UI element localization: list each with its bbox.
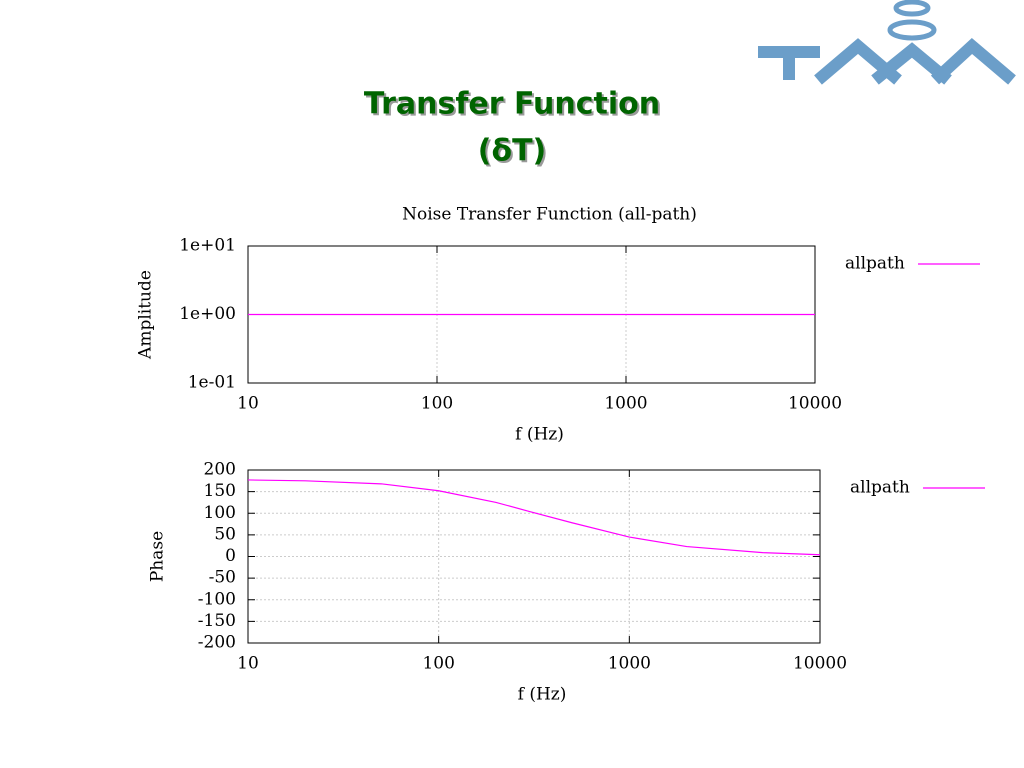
x-axis-label: f (Hz) xyxy=(515,425,564,445)
y-tick-label: -150 xyxy=(198,611,236,631)
y-tick-label: 100 xyxy=(204,503,236,523)
chart-title: Noise Transfer Function (all-path) xyxy=(402,205,697,225)
plot-frame xyxy=(247,469,821,644)
slide-title-shadow: Transfer Function xyxy=(366,89,662,124)
x-tick-label: 1000 xyxy=(608,654,651,674)
y-tick-label: 1e+01 xyxy=(179,236,236,256)
y-tick-label: 200 xyxy=(204,460,236,480)
slide-title: Transfer Function xyxy=(364,87,660,122)
y-tick-label: -100 xyxy=(198,589,236,609)
y-tick-label: -200 xyxy=(198,633,236,653)
x-tick-label: 10 xyxy=(237,394,259,414)
y-tick-label: 0 xyxy=(225,546,236,566)
y-tick-label: 1e-01 xyxy=(188,373,236,393)
data-line xyxy=(247,479,821,556)
x-tick-label: 10000 xyxy=(788,394,842,414)
y-tick-label: -50 xyxy=(209,568,236,588)
y-tick-label: 150 xyxy=(204,481,236,501)
y-tick-label: 1e+00 xyxy=(179,304,236,324)
x-tick-label: 10 xyxy=(237,654,259,674)
y-axis-label: Amplitude xyxy=(136,270,156,360)
legend-label: allpath xyxy=(845,254,905,274)
x-tick-label: 100 xyxy=(422,654,454,674)
slide-subtitle: (δT) xyxy=(478,134,547,169)
x-tick-label: 10000 xyxy=(793,654,847,674)
y-axis-label: Phase xyxy=(148,531,168,582)
x-tick-label: 1000 xyxy=(604,394,647,414)
slide-subtitle-shadow: (δT) xyxy=(480,136,549,171)
logo xyxy=(758,0,1016,85)
y-tick-label: 50 xyxy=(214,524,236,544)
legend-label: allpath xyxy=(850,478,910,498)
x-tick-label: 100 xyxy=(421,394,453,414)
x-axis-label: f (Hz) xyxy=(518,685,567,705)
